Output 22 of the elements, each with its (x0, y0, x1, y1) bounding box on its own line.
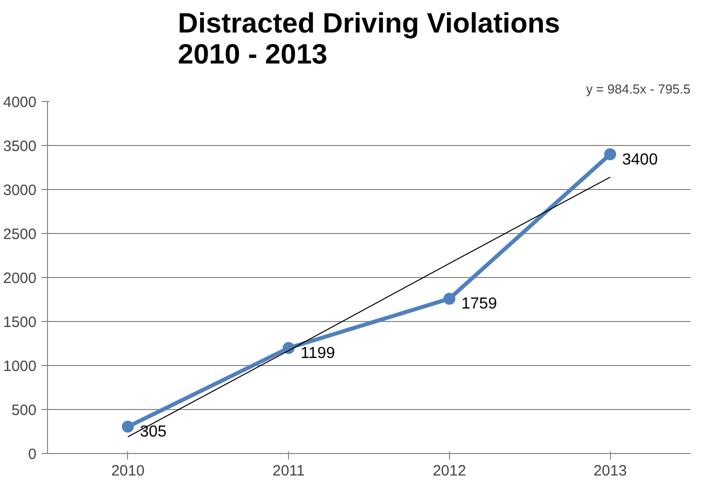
point (122, 420, 134, 433)
data-label: 1199 (300, 344, 336, 362)
x-tick-label: 2012 (432, 462, 466, 480)
y-tick-label: 500 (11, 402, 37, 419)
x-tick-label: 2010 (111, 462, 145, 480)
data-label: 305 (140, 424, 167, 441)
data-label: 3400 (622, 151, 658, 168)
y-tick-label: 4000 (3, 94, 37, 111)
text: y = 984.5x - 795.5 (586, 82, 691, 96)
data-label: 1759 (461, 296, 498, 313)
x-tick-label: 2011 (272, 462, 305, 480)
y-tick-label: 0 (28, 446, 36, 463)
y-tick-label: 3500 (3, 138, 37, 155)
point (443, 292, 456, 305)
y-tick-label: 1000 (3, 358, 37, 375)
point (604, 148, 616, 160)
y-tick-label: 2500 (3, 226, 37, 243)
y-tick-label: 2000 (3, 270, 37, 287)
y-tick-label: 1500 (3, 314, 37, 331)
y-tick-label: 3000 (3, 182, 37, 199)
chart-title: Distracted Driving Violations 2010 - 2013 (178, 8, 560, 70)
x-tick-label: 2013 (593, 462, 627, 480)
